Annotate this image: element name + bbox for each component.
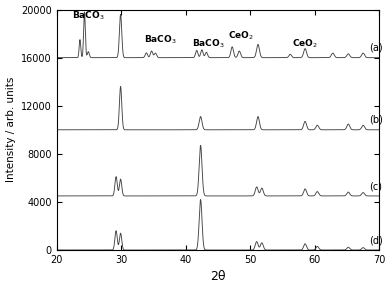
Text: BaCO$_3$: BaCO$_3$ xyxy=(144,34,177,46)
Text: CeO$_2$: CeO$_2$ xyxy=(228,30,253,42)
Y-axis label: Intensity / arb. units: Intensity / arb. units xyxy=(5,77,16,182)
Text: BaCO$_3$: BaCO$_3$ xyxy=(72,10,104,22)
Text: (a): (a) xyxy=(369,43,383,53)
Text: (b): (b) xyxy=(369,115,384,125)
Text: BaCO$_3$: BaCO$_3$ xyxy=(192,37,225,50)
Text: (c): (c) xyxy=(369,181,382,191)
Text: CeO$_2$: CeO$_2$ xyxy=(292,37,318,50)
Text: (d): (d) xyxy=(369,235,383,245)
X-axis label: 2θ: 2θ xyxy=(210,271,226,284)
